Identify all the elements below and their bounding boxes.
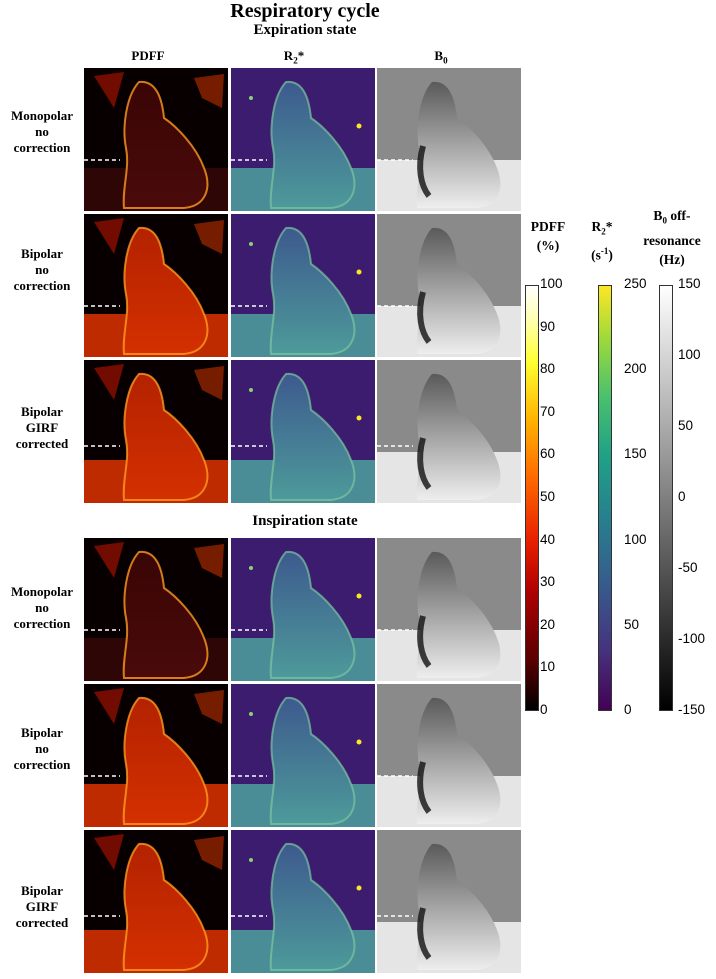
b0-tick-label: 0: [678, 489, 686, 504]
r2-tick-label: 150: [624, 446, 647, 462]
row-label-insp-bipolar-girf: Bipolar GIRF corrected: [15, 883, 69, 930]
inspiration-state-label: Inspiration state: [252, 513, 358, 529]
pdff-tick-label: 40: [540, 531, 556, 547]
b0-map-image: [377, 68, 521, 211]
pdff-map-image: [84, 684, 228, 827]
r2-tick-label: 100: [624, 531, 647, 547]
column-header-b0: B0: [434, 48, 448, 66]
pdff-tick-label: 30: [540, 574, 556, 590]
column-header-pdff: PDFF: [131, 48, 165, 63]
b0-tick-label: -150: [678, 702, 706, 717]
r2star-colorbar: [598, 285, 612, 711]
row-label-exp-bipolar-girf: Bipolar GIRF corrected: [15, 404, 69, 451]
b0-tick-label: 100: [678, 347, 701, 362]
pdff-colorbar: [525, 285, 539, 711]
r2-tick-label: 0: [624, 702, 632, 717]
b0-map-image: [377, 684, 521, 827]
b0-map-image: [377, 360, 521, 503]
b0-colorbar: [659, 285, 673, 711]
row-label-insp-monopolar: Monopolar no correction: [10, 584, 74, 631]
r2-tick-label: 250: [624, 276, 647, 291]
r2star-map-image: [231, 684, 375, 827]
pdff-map-image: [84, 538, 228, 681]
pdff-map-image: [84, 830, 228, 973]
b0-map-image: [377, 538, 521, 681]
r2star-map-image: [231, 214, 375, 357]
pdff-tick-label: 20: [540, 616, 556, 632]
pdff-tick-label: 70: [540, 403, 556, 419]
b0-tick-label: -50: [678, 560, 698, 575]
pdff-colorbar-title: PDFF (%): [530, 219, 566, 253]
r2star-map-image: [231, 360, 375, 503]
b0-tick-label: 150: [678, 276, 701, 291]
pdff-tick-label: 60: [540, 446, 556, 462]
r2star-map-image: [231, 830, 375, 973]
row-label-exp-bipolar: Bipolar no correction: [13, 246, 71, 293]
row-label-insp-bipolar: Bipolar no correction: [13, 725, 71, 772]
r2star-colorbar-title: R2* (s-1): [591, 219, 613, 263]
b0-map-image: [377, 214, 521, 357]
pdff-tick-label: 50: [540, 489, 556, 504]
b0-colorbar-title: B0 off- resonance (Hz): [643, 208, 701, 267]
r2-tick-label: 200: [624, 361, 647, 377]
pdff-map-image: [84, 360, 228, 503]
b0-tick-label: -100: [678, 631, 706, 646]
r2star-map-image: [231, 538, 375, 681]
column-header-r2star: R2*: [283, 48, 305, 66]
b0-map-image: [377, 830, 521, 973]
pdff-tick-label: 0: [540, 702, 548, 717]
pdff-tick-label: 10: [540, 659, 556, 675]
expiration-state-label: Expiration state: [253, 22, 357, 38]
pdff-tick-label: 90: [540, 318, 556, 334]
b0-tick-label: 50: [678, 418, 694, 433]
pdff-map-image: [84, 68, 228, 211]
pdff-map-image: [84, 214, 228, 357]
pdff-tick-label: 100: [540, 276, 563, 291]
row-label-exp-monopolar: Monopolar no correction: [10, 108, 74, 155]
pdff-tick-label: 80: [540, 361, 556, 377]
r2star-map-image: [231, 68, 375, 211]
r2-tick-label: 50: [624, 616, 640, 632]
figure-title: Respiratory cycle: [230, 0, 380, 22]
